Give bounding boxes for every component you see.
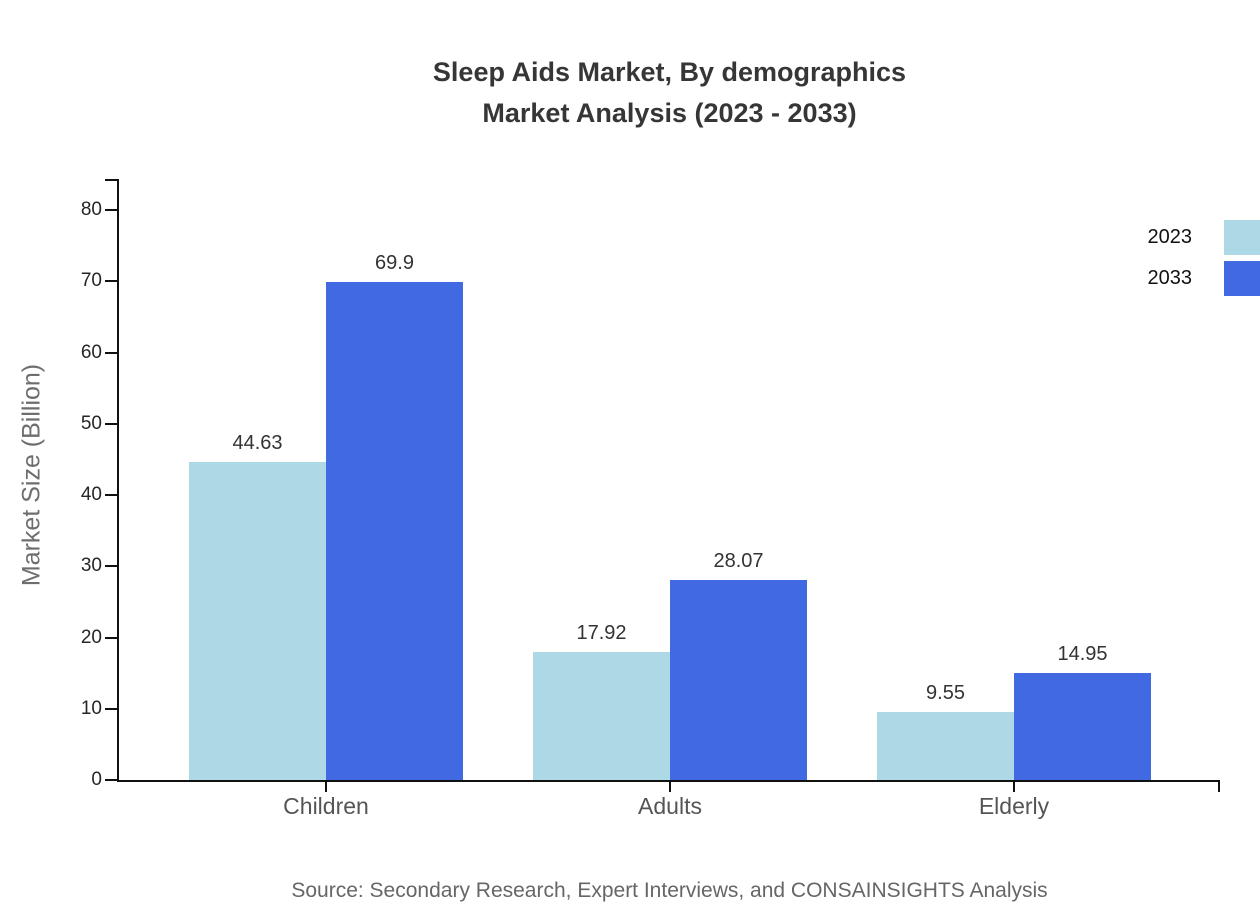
chart-title: Sleep Aids Market, By demographics Marke… (119, 52, 1220, 134)
bar-2033-children (326, 281, 463, 780)
y-tick-label: 70 (80, 270, 102, 292)
bar-value-label: 69.9 (375, 251, 414, 274)
y-tick-label: 60 (80, 341, 102, 363)
legend-swatch (1224, 220, 1260, 255)
bar-2033-adults (670, 580, 807, 780)
chart-title-line2: Market Analysis (2023 - 2033) (482, 98, 857, 128)
bar-value-label: 14.95 (1057, 643, 1108, 666)
bar-value-label: 28.07 (713, 550, 764, 572)
y-tick-mark (105, 422, 117, 425)
x-tick-mark (325, 780, 327, 792)
y-tick-mark (105, 636, 117, 639)
y-tick-mark (105, 280, 117, 283)
legend-label: 2033 (1147, 267, 1193, 289)
x-category-label: Children (283, 793, 369, 819)
bar-value-label: 44.63 (232, 432, 283, 454)
y-tick-mark (105, 707, 117, 710)
y-tick-label: 30 (80, 555, 102, 577)
y-tick-mark (105, 494, 117, 496)
legend: 2023 2033 (1090, 217, 1260, 299)
y-tick-label: 50 (80, 412, 102, 434)
legend-label: 2023 (1147, 226, 1193, 248)
bar-2023-adults (533, 652, 670, 780)
y-tick-mark (105, 565, 117, 568)
y-tick-mark (105, 351, 117, 354)
x-tick-mark (669, 780, 671, 792)
x-tick-mark (1013, 780, 1015, 792)
y-tick-label: 40 (80, 484, 102, 505)
x-axis-end-cap (1218, 780, 1220, 792)
bar-2033-elderly (1014, 673, 1151, 780)
legend-swatch (1224, 261, 1260, 296)
y-tick-label: 20 (80, 626, 102, 648)
y-axis-title: Market Size (Billion) (17, 363, 46, 587)
legend-row-2023: 2023 (1090, 217, 1260, 258)
source-note: Source: Secondary Research, Expert Inter… (291, 879, 1048, 902)
y-tick-label: 0 (91, 769, 102, 790)
x-category-label: Adults (638, 793, 702, 819)
y-tick-mark (105, 779, 117, 781)
bar-2023-children (189, 462, 326, 780)
y-tick-label: 10 (80, 697, 102, 719)
bar-2023-elderly (877, 711, 1014, 780)
y-axis-line (117, 179, 119, 782)
y-tick-mark (105, 209, 117, 211)
x-category-label: Elderly (978, 793, 1050, 819)
bar-value-label: 17.92 (576, 622, 627, 645)
legend-row-2033: 2033 (1090, 258, 1260, 299)
y-axis-end-cap (105, 179, 117, 182)
x-axis-line (117, 780, 1220, 782)
y-tick-label: 80 (80, 199, 102, 220)
chart-title-line1: Sleep Aids Market, By demographics (432, 57, 907, 87)
bar-value-label: 9.55 (926, 681, 965, 704)
